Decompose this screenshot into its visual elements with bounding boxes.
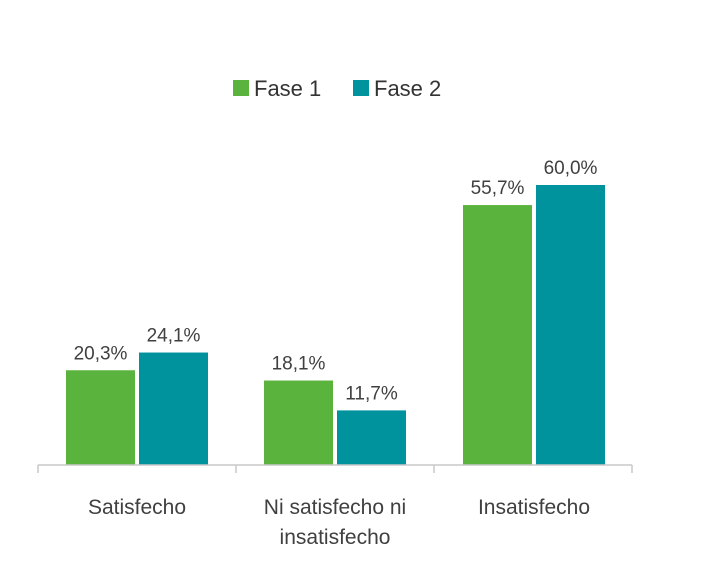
bars-group: [66, 185, 605, 466]
category-label-line: insatisfecho: [280, 526, 391, 549]
value-label-1-3: 55,7%: [471, 178, 525, 199]
value-label-1-1: 20,3%: [74, 343, 128, 364]
category-label-line: Satisfecho: [88, 496, 186, 519]
category-label-line: Ni satisfecho ni: [264, 496, 406, 519]
x-axis: [37, 464, 633, 473]
value-label-2-3: 60,0%: [544, 158, 598, 179]
category-label-1: Satisfecho: [88, 496, 186, 519]
category-label-line: Insatisfecho: [478, 496, 590, 519]
value-label-2-2: 11,7%: [345, 383, 398, 404]
legend-label-1: Fase 1: [254, 76, 321, 101]
category-label-2: Ni satisfecho ni insatisfecho: [264, 496, 406, 549]
bar-2-1: [139, 352, 208, 465]
legend-swatch-1: [233, 80, 249, 96]
bar-1-3: [463, 205, 532, 466]
bar-2-2: [337, 410, 406, 465]
value-label-1-2: 18,1%: [272, 354, 326, 375]
legend-label-2: Fase 2: [374, 76, 441, 101]
legend-swatch-2: [353, 80, 369, 96]
category-label-3: Insatisfecho: [478, 496, 590, 519]
value-labels-group: 20,3% 24,1% 18,1% 11,7% 55,7% 60,0%: [74, 158, 598, 404]
bar-1-1: [66, 370, 135, 465]
bar-2-3: [536, 185, 605, 465]
category-labels-group: Satisfecho Ni satisfecho ni insatisfecho In…: [88, 496, 590, 549]
bar-1-2: [264, 380, 333, 465]
legend: Fase 1 Fase 2: [233, 76, 441, 101]
value-label-2-1: 24,1%: [147, 326, 201, 347]
